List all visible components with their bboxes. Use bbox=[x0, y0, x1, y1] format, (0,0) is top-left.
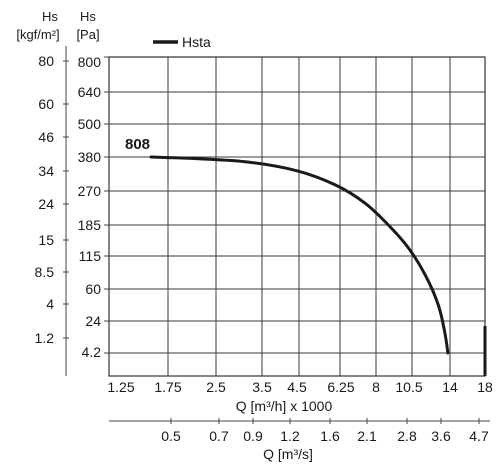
x-primary-tick-label: 4.5 bbox=[287, 379, 307, 395]
x-primary-tick-label: 18 bbox=[477, 379, 493, 395]
axis-header-pa-unit: [Pa] bbox=[76, 27, 99, 42]
x-primary-tick-label: 8 bbox=[372, 379, 380, 395]
legend-label: Hsta bbox=[182, 34, 211, 50]
curve-label: 808 bbox=[125, 136, 150, 153]
kgf-tick-label: 80 bbox=[38, 53, 54, 69]
plot-area bbox=[108, 56, 486, 377]
x-secondary-tick-label: 2.8 bbox=[397, 428, 417, 444]
x-axis-secondary: 0.5 0.7 0.9 1.2 1.6 2.1 2.8 3.6 4.7 Q [m³/s] bbox=[109, 418, 490, 462]
x-secondary-tick-label: 0.9 bbox=[243, 428, 263, 444]
kgf-tick-label: 8.5 bbox=[35, 264, 55, 280]
pa-tick-label: 500 bbox=[78, 116, 102, 132]
pa-tick-label: 115 bbox=[79, 248, 102, 264]
x-primary-tick-label: 1.25 bbox=[107, 379, 134, 395]
kgf-tick-label: 46 bbox=[38, 129, 54, 145]
left-axes: Hs [kgf/m²] Hs [Pa] 80 60 46 34 24 15 8.5 4 1.2 800 64… bbox=[16, 9, 109, 376]
kgf-tick-label: 1.2 bbox=[35, 330, 55, 346]
pa-tick-label: 800 bbox=[78, 54, 102, 70]
legend: Hsta bbox=[153, 34, 211, 50]
pa-tick-label: 270 bbox=[78, 183, 102, 199]
kgf-tick-label: 24 bbox=[38, 196, 54, 212]
x-secondary-tick-label: 0.5 bbox=[161, 428, 181, 444]
x-axis-primary: 1.25 1.75 2.5 3.5 4.5 6.25 8 10.5 14 18 Q [m³/h] x… bbox=[107, 379, 493, 414]
pa-tick-label: 640 bbox=[78, 84, 102, 100]
pa-tick-label: 24 bbox=[85, 313, 101, 329]
x-primary-tick-label: 1.75 bbox=[154, 379, 181, 395]
x-secondary-axis-label: Q [m³/s] bbox=[263, 446, 313, 462]
series-line-hsta bbox=[149, 155, 450, 355]
x-secondary-tick-label: 3.6 bbox=[431, 428, 451, 444]
x-primary-tick-label: 2.5 bbox=[206, 379, 226, 395]
pa-tick-label: 4.2 bbox=[82, 344, 102, 360]
pa-tick-label: 185 bbox=[78, 217, 102, 233]
axis-header-kgf-symbol: Hs bbox=[42, 9, 58, 24]
x-secondary-tick-label: 1.2 bbox=[280, 428, 300, 444]
kgf-tick-label: 34 bbox=[38, 163, 54, 179]
x-secondary-tick-label: 1.6 bbox=[320, 428, 340, 444]
x-secondary-tick-label: 4.7 bbox=[469, 428, 489, 444]
x-secondary-tick-label: 0.7 bbox=[209, 428, 229, 444]
x-primary-tick-label: 6.25 bbox=[327, 379, 354, 395]
x-primary-tick-label: 14 bbox=[442, 379, 458, 395]
axis-header-pa-symbol: Hs bbox=[80, 9, 96, 24]
x-primary-tick-label: 10.5 bbox=[395, 379, 422, 395]
kgf-tick-label: 60 bbox=[38, 96, 54, 112]
series-layer: 808 bbox=[125, 136, 487, 376]
x-primary-tick-label: 3.5 bbox=[252, 379, 272, 395]
axis-header-kgf-unit: [kgf/m²] bbox=[16, 27, 59, 42]
pa-tick-label: 60 bbox=[85, 281, 101, 297]
x-secondary-tick-label: 2.1 bbox=[357, 428, 377, 444]
kgf-tick-label: 4 bbox=[46, 296, 54, 312]
x-primary-axis-label: Q [m³/h] x 1000 bbox=[236, 398, 333, 414]
pa-tick-label: 380 bbox=[78, 149, 102, 165]
kgf-tick-label: 15 bbox=[38, 232, 54, 248]
